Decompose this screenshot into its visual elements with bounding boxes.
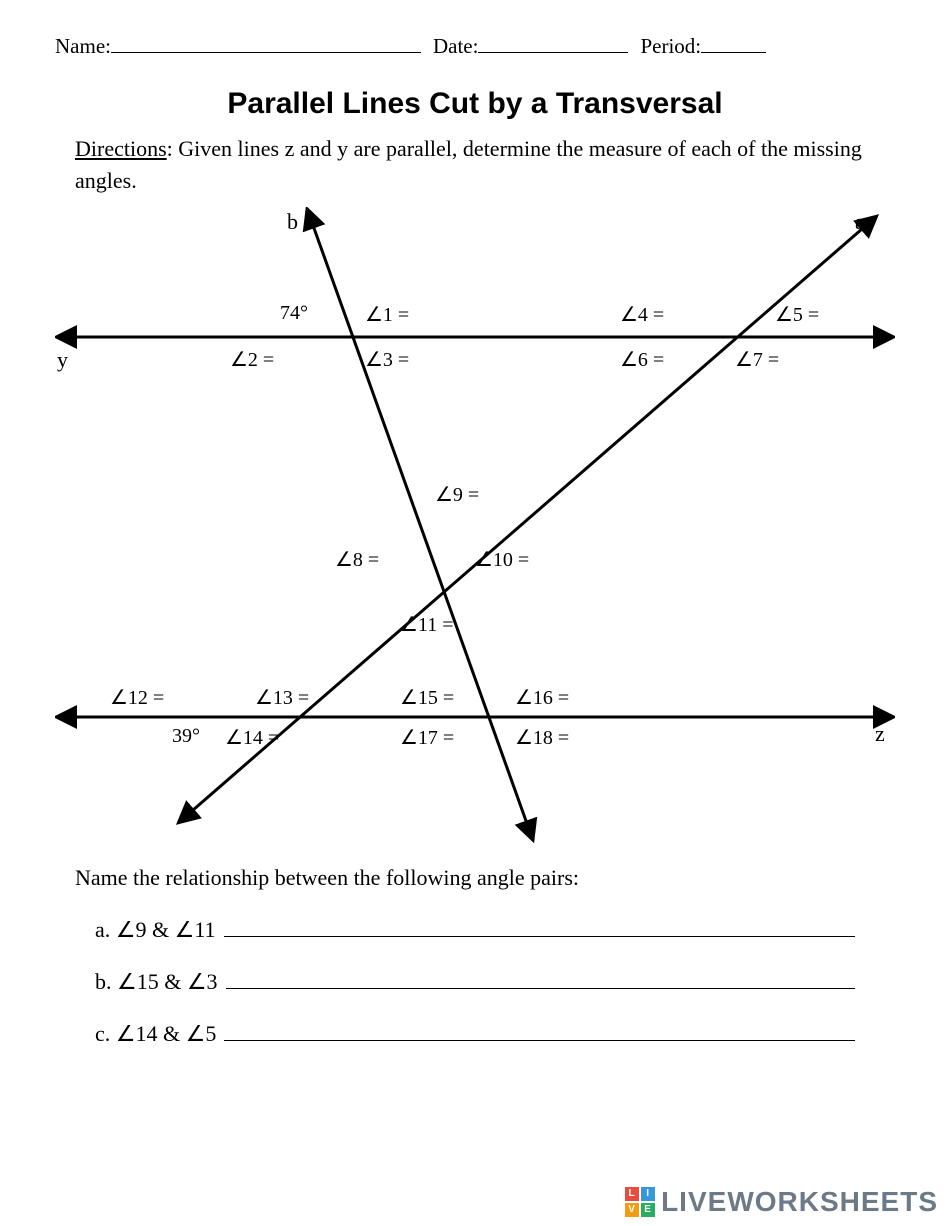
worksheet-title: Parallel Lines Cut by a Transversal [55,87,895,121]
directions-text: : Given lines z and y are parallel, dete… [75,136,862,193]
answer-a-blank[interactable] [224,913,855,937]
axis-label-a: a [855,209,865,235]
date-label: Date: [433,34,478,59]
angle-17[interactable]: ∠17 = [400,725,454,750]
question-a-text: a. ∠9 & ∠11 [95,917,216,943]
relationship-prompt: Name the relationship between the follow… [75,865,875,891]
liveworksheets-watermark: LIVE LIVEWORKSHEETS [625,1186,938,1218]
given-angle-39: 39° [172,725,200,748]
axis-label-y: y [57,347,68,373]
angle-12[interactable]: ∠12 = [110,685,164,710]
question-c: c. ∠14 & ∠5 [95,1017,855,1047]
angle-3[interactable]: ∠3 = [365,347,409,372]
axis-label-z: z [875,721,885,747]
angle-4[interactable]: ∠4 = [620,302,664,327]
header-fields: Name: Date: Period: [55,30,895,59]
given-angle-74: 74° [280,302,308,325]
angle-18[interactable]: ∠18 = [515,725,569,750]
angle-13[interactable]: ∠13 = [255,685,309,710]
answer-c-blank[interactable] [224,1017,855,1041]
question-c-text: c. ∠14 & ∠5 [95,1021,216,1047]
answer-b-blank[interactable] [226,965,855,989]
directions: Directions: Given lines z and y are para… [75,133,875,197]
question-b: b. ∠15 & ∠3 [95,965,855,995]
angle-2[interactable]: ∠2 = [230,347,274,372]
angle-10[interactable]: ∠10 = [475,547,529,572]
angle-8[interactable]: ∠8 = [335,547,379,572]
angle-1[interactable]: ∠1 = [365,302,409,327]
date-blank[interactable] [478,30,628,53]
angle-9[interactable]: ∠9 = [435,482,479,507]
watermark-text: LIVEWORKSHEETS [661,1186,938,1218]
directions-label: Directions [75,136,167,161]
name-label: Name: [55,34,111,59]
angle-5[interactable]: ∠5 = [775,302,819,327]
question-a: a. ∠9 & ∠11 [95,913,855,943]
question-b-text: b. ∠15 & ∠3 [95,969,218,995]
angle-16[interactable]: ∠16 = [515,685,569,710]
angle-14[interactable]: ∠14 = [225,725,279,750]
period-label: Period: [640,34,701,59]
watermark-badge-icon: LIVE [625,1187,655,1217]
period-blank[interactable] [701,30,766,53]
geometry-diagram: y z b a 74° 39° ∠1 = ∠2 = ∠3 = ∠4 = ∠5 =… [55,207,895,847]
angle-7[interactable]: ∠7 = [735,347,779,372]
angle-11[interactable]: ∠11 = [400,612,453,637]
axis-label-b: b [287,209,298,235]
angle-15[interactable]: ∠15 = [400,685,454,710]
name-blank[interactable] [111,30,421,53]
angle-6[interactable]: ∠6 = [620,347,664,372]
diagram-svg [55,207,895,847]
